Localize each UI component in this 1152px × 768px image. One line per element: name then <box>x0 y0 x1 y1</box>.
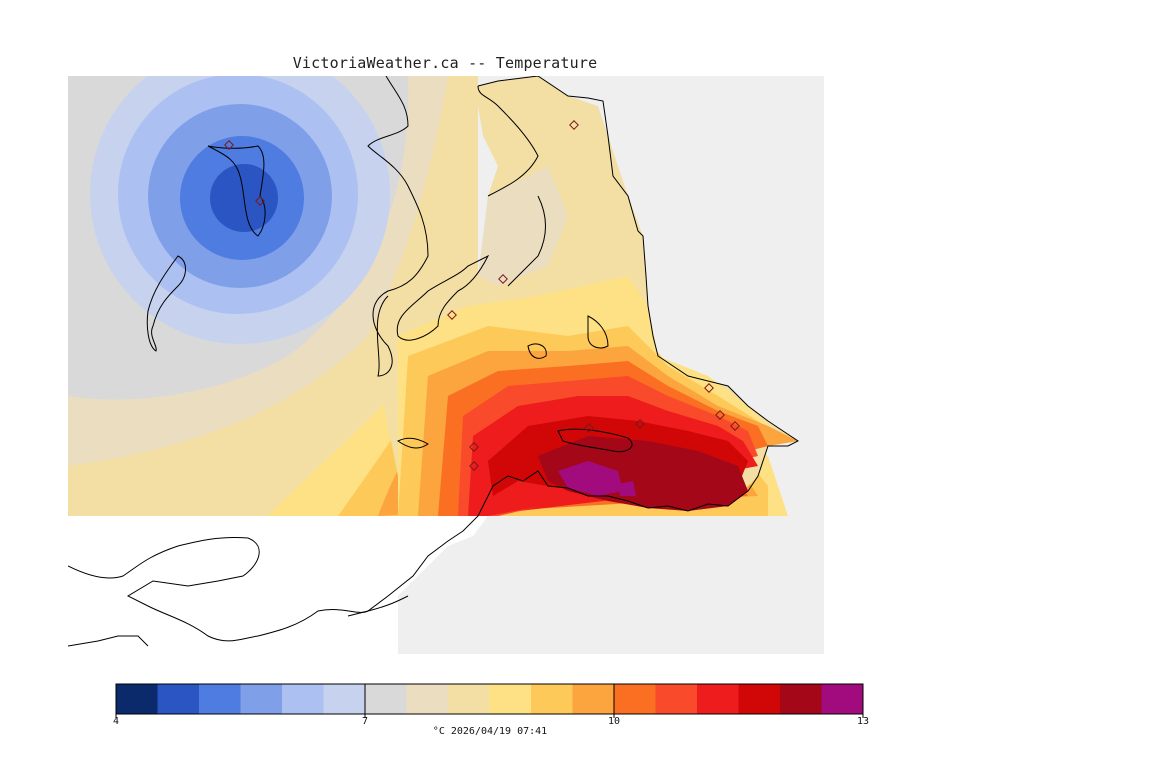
legend-swatch <box>531 684 573 714</box>
legend-swatch <box>116 684 158 714</box>
legend-swatch <box>448 684 490 714</box>
peninsula-field <box>378 76 798 516</box>
coastlines <box>68 76 799 647</box>
legend-swatch <box>406 684 449 714</box>
legend-swatch <box>323 684 366 714</box>
legend-swatch <box>780 684 822 714</box>
legend-swatch <box>738 684 781 714</box>
no-data-region <box>68 516 488 654</box>
legend-swatch <box>157 684 200 714</box>
legend-swatch <box>572 684 615 714</box>
legend-tick-label: 7 <box>361 716 369 727</box>
legend-swatch <box>489 684 532 714</box>
legend-swatch <box>655 684 698 714</box>
map-title: VictoriaWeather.ca -- Temperature <box>292 54 598 72</box>
color-legend <box>115 683 864 718</box>
legend-caption: °C 2026/04/19 07:41 <box>432 726 548 737</box>
legend-swatch <box>282 684 324 714</box>
legend-tick-label: 13 <box>856 716 870 727</box>
legend-swatch <box>240 684 283 714</box>
station-markers <box>224 120 740 471</box>
legend-swatch <box>199 684 241 714</box>
temperature-map <box>68 76 824 654</box>
legend-tick-label: 10 <box>607 716 621 727</box>
legend-swatch <box>614 684 656 714</box>
legend-swatch <box>821 684 864 714</box>
legend-swatch <box>365 684 407 714</box>
legend-swatch <box>697 684 739 714</box>
legend-tick-label: 4 <box>112 716 120 727</box>
